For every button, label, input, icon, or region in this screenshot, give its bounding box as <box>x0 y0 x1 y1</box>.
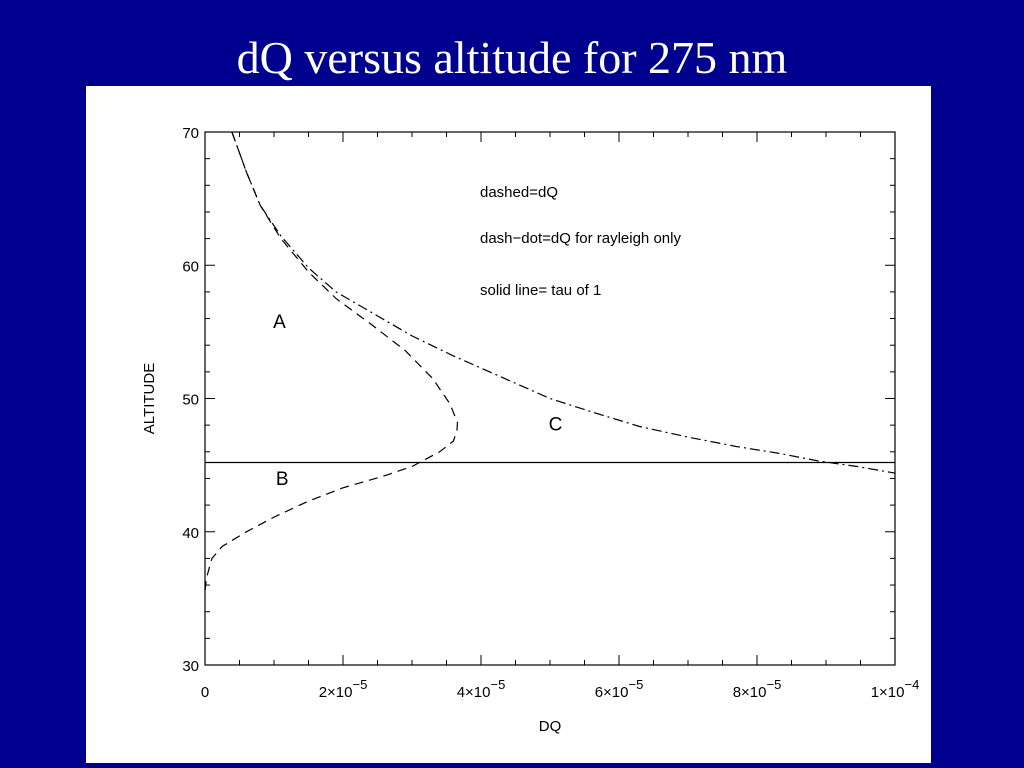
altitude-dq-chart: 30 40 50 60 70 0 2×10−5 4×10−5 6×10−5 8×10−5 1×10−… <box>141 125 920 735</box>
legend-entry: solid line= tau of 1 <box>480 282 601 299</box>
y-tick-label: 30 <box>182 658 199 675</box>
y-tick-label: 50 <box>182 392 199 409</box>
series-line-dash-dot <box>231 131 896 474</box>
region-label: A <box>273 312 286 333</box>
y-axis-label: ALTITUDE <box>141 363 158 434</box>
region-label: C <box>549 414 563 435</box>
x-axis-label: DQ <box>539 718 562 735</box>
x-tick-label: 8×10−5 <box>733 677 782 701</box>
y-tick-label: 60 <box>182 258 199 275</box>
plot-panel: 30 40 50 60 70 0 2×10−5 4×10−5 6×10−5 8×10−5 1×10−… <box>86 86 931 763</box>
plot-frame <box>204 131 896 666</box>
x-tick-label: 0 <box>201 684 209 701</box>
region-label: B <box>276 469 289 490</box>
legend-entry: dashed=dQ <box>480 184 558 201</box>
x-tick-label: 2×10−5 <box>319 677 368 701</box>
y-tick-label: 40 <box>182 525 199 542</box>
series-line-dashed <box>204 131 459 592</box>
x-tick-label: 1×10−4 <box>871 677 920 701</box>
x-tick-label: 6×10−5 <box>595 677 644 701</box>
slide-title: dQ versus altitude for 275 nm <box>236 32 788 83</box>
y-tick-label: 70 <box>182 125 199 142</box>
legend-entry: dash−dot=dQ for rayleigh only <box>480 230 681 247</box>
x-tick-label: 4×10−5 <box>457 677 506 701</box>
